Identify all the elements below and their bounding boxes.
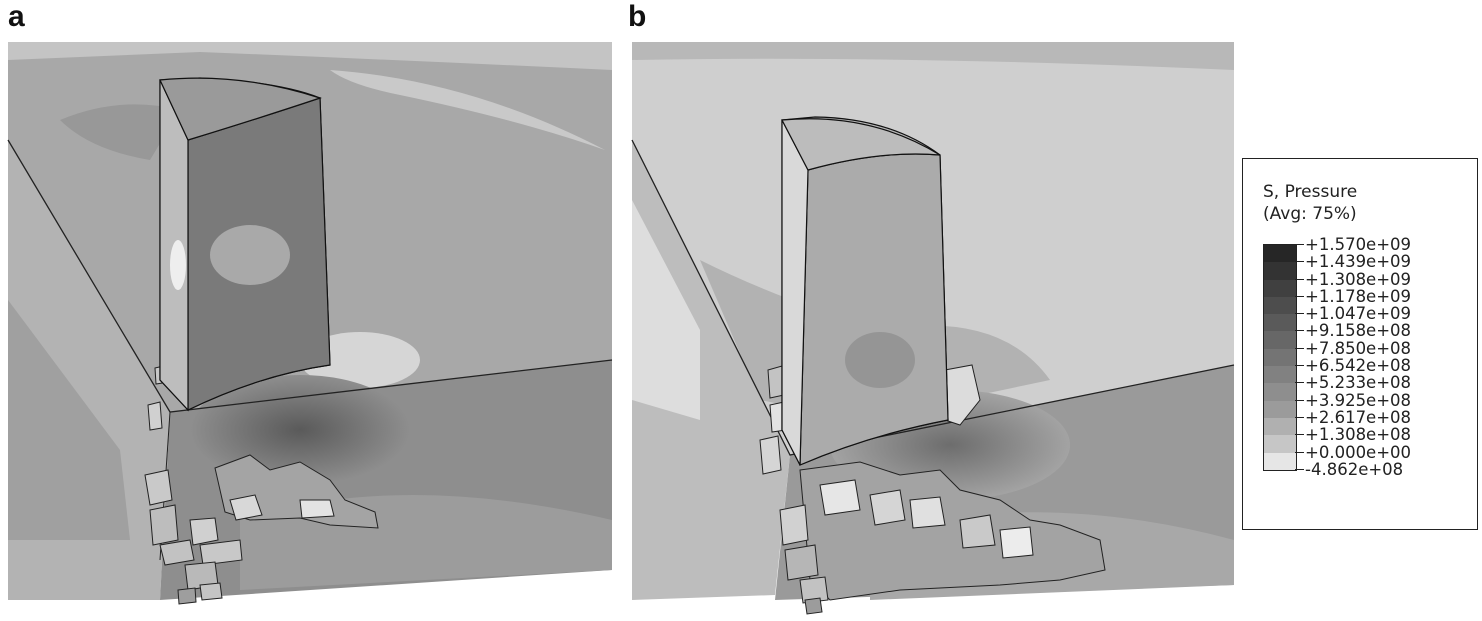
legend-tick-label: +5.233e+08: [1295, 374, 1411, 391]
legend-title: S, Pressure (Avg: 75%): [1263, 181, 1357, 225]
legend-swatch: [1264, 452, 1296, 470]
legend-swatch: [1264, 383, 1296, 401]
legend-swatch: [1264, 400, 1296, 418]
legend-tick-label: +9.158e+08: [1295, 322, 1411, 339]
legend-swatch: [1264, 314, 1296, 332]
legend-tick-label: -4.862e+08: [1295, 461, 1411, 478]
panel-a-model: [7, 42, 613, 605]
legend-swatch: [1264, 435, 1296, 453]
legend-swatch: [1264, 366, 1296, 384]
legend-swatch: [1264, 262, 1296, 280]
legend-tick-label: +1.570e+09: [1295, 236, 1411, 253]
legend-tick-labels: +1.570e+09 +1.439e+09 +1.308e+09 +1.178e+09…: [1295, 236, 1411, 478]
legend-tick-label: +1.178e+09: [1295, 288, 1411, 305]
panel-label-b: b: [628, 0, 647, 33]
legend-swatch: [1264, 417, 1296, 436]
legend-tick-label: +1.308e+08: [1295, 426, 1411, 443]
legend-swatch: [1264, 279, 1296, 297]
legend-title-line1: S, Pressure: [1263, 182, 1358, 202]
legend-tick-label: +1.439e+09: [1295, 253, 1411, 270]
legend-tick-label: +7.850e+08: [1295, 340, 1411, 357]
contour-legend: S, Pressure (Avg: 75%) +1.570e+09 +1.439e…: [1242, 158, 1478, 530]
legend-tick-label: +1.047e+09: [1295, 305, 1411, 322]
legend-tick-label: +2.617e+08: [1295, 409, 1411, 426]
legend-tick-label: +0.000e+00: [1295, 444, 1411, 461]
legend-swatch: [1264, 296, 1296, 315]
legend-swatch: [1264, 331, 1296, 349]
legend-title-line2: (Avg: 75%): [1263, 204, 1357, 224]
legend-swatch: [1264, 348, 1296, 367]
panel-label-a: a: [8, 0, 25, 33]
workpiece-side-face-b: [632, 140, 790, 600]
legend-swatch: [1264, 245, 1296, 263]
panel-b-model: [631, 42, 1235, 615]
legend-tick-label: +1.308e+09: [1295, 271, 1411, 288]
legend-tick-label: +6.542e+08: [1295, 357, 1411, 374]
legend-color-bar: [1263, 244, 1297, 471]
legend-tick-label: +3.925e+08: [1295, 392, 1411, 409]
